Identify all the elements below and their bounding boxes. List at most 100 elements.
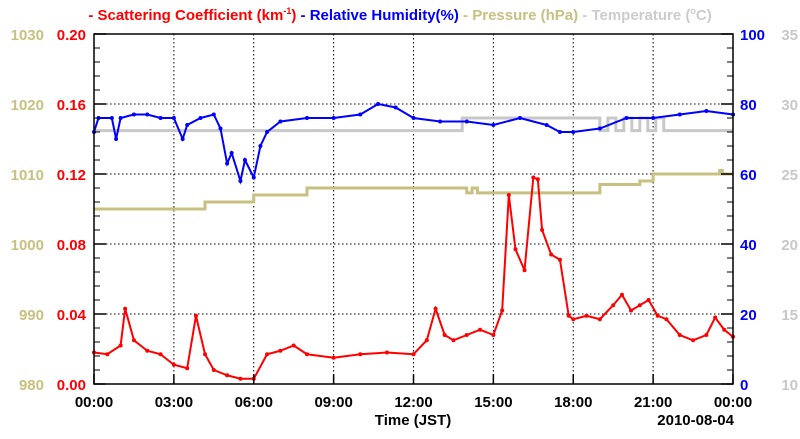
data-point (265, 352, 270, 357)
data-point (722, 327, 727, 332)
data-point (597, 317, 602, 322)
data-point (171, 362, 176, 367)
data-point (518, 116, 522, 120)
data-point (131, 112, 136, 117)
series-layer (92, 102, 735, 381)
data-point (185, 366, 190, 371)
data-point (242, 158, 247, 162)
data-point (506, 193, 511, 197)
data-point (571, 317, 576, 322)
pressure-tick-label: 1010 (11, 167, 44, 184)
x-tick-label: 12:00 (394, 394, 432, 411)
series-relative-humidity (92, 102, 735, 185)
data-point (535, 177, 540, 182)
data-point (203, 352, 208, 357)
data-point (611, 303, 616, 308)
legend-sup: -1 (283, 6, 291, 16)
data-point (229, 151, 234, 155)
data-point (211, 112, 216, 117)
data-point (424, 338, 429, 343)
legend-suffix: C) (696, 7, 712, 24)
data-point (109, 116, 114, 120)
data-point (704, 333, 709, 337)
data-point (171, 116, 176, 120)
data-point (571, 130, 576, 134)
data-point (637, 303, 642, 308)
data-point (438, 119, 443, 124)
data-point (198, 116, 203, 120)
data-point (513, 247, 518, 252)
data-point (238, 376, 243, 381)
data-point (331, 355, 336, 360)
data-point (118, 116, 123, 120)
data-point (358, 112, 363, 117)
data-point (278, 119, 283, 124)
series-pressure (94, 169, 733, 211)
legend-suffix: ) (291, 7, 296, 24)
data-point (500, 308, 505, 313)
temperature-tick-label: 25 (781, 167, 798, 184)
data-point (464, 333, 469, 337)
legend-entry-2: - Pressure (hPa) (459, 7, 578, 24)
series-line (94, 169, 733, 211)
legend-entry-0: - Scattering Coefficient (km (88, 7, 283, 24)
data-point (464, 119, 469, 124)
humidity-tick-label: 60 (740, 167, 757, 184)
humidity-tick-label: 80 (740, 97, 757, 114)
humidity-tick-label: 20 (740, 307, 757, 324)
data-point (704, 109, 709, 113)
temperature-tick-label: 10 (781, 377, 798, 394)
data-point (185, 123, 190, 127)
data-point (411, 116, 416, 120)
data-point (713, 315, 718, 320)
data-point (180, 137, 185, 141)
x-tick-label: 09:00 (314, 394, 352, 411)
pressure-tick-label: 990 (19, 307, 44, 324)
data-point (557, 257, 562, 262)
data-point (451, 338, 456, 343)
x-tick-label: 03:00 (155, 394, 193, 411)
humidity-tick-label: 0 (740, 377, 748, 394)
data-point (384, 350, 389, 355)
x-axis-label: Time (JST) (375, 412, 451, 429)
data-point (251, 175, 256, 180)
data-point (114, 137, 119, 141)
data-point (158, 116, 163, 120)
data-point (158, 352, 163, 357)
data-point (265, 130, 270, 134)
scattering-tick-label: 0.00 (57, 377, 86, 394)
scattering-tick-label: 0.12 (57, 167, 86, 184)
data-point (531, 175, 536, 180)
grid (94, 34, 733, 384)
date-label: 2010-08-04 (657, 412, 734, 429)
data-point (411, 352, 416, 357)
data-point (278, 348, 283, 353)
legend-entry-1: - Relative Humidity(%) (296, 7, 459, 24)
temperature-tick-label: 15 (781, 307, 798, 324)
data-point (305, 352, 309, 357)
x-tick-label: 06:00 (235, 394, 273, 411)
data-point (331, 116, 336, 120)
data-point (522, 268, 527, 273)
scattering-tick-label: 0.04 (57, 307, 87, 324)
data-point (677, 112, 682, 117)
data-point (123, 306, 128, 311)
data-point (442, 333, 447, 337)
data-point (376, 102, 381, 106)
data-point (597, 126, 602, 131)
data-point (677, 333, 682, 337)
temperature-tick-label: 30 (781, 97, 798, 114)
data-point (619, 292, 624, 297)
data-point (584, 313, 589, 318)
data-point (131, 338, 136, 343)
data-point (211, 368, 216, 372)
data-point (225, 161, 230, 166)
data-point (393, 105, 398, 110)
data-point (646, 298, 651, 302)
legend-entry-3: - Temperature ( (578, 7, 690, 24)
temperature-tick-label: 35 (781, 27, 798, 44)
data-point (655, 313, 660, 318)
data-point (544, 123, 549, 127)
data-point (238, 179, 243, 183)
